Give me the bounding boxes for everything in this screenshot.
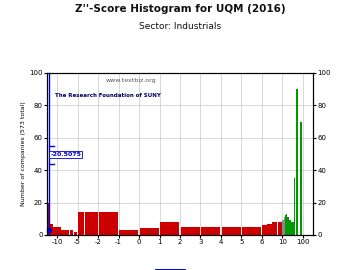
Bar bbox=[45, 202, 49, 235]
Bar bbox=[201, 227, 220, 235]
Bar bbox=[85, 212, 91, 235]
Bar bbox=[160, 222, 179, 235]
Bar bbox=[66, 230, 69, 235]
Text: Sector: Industrials: Sector: Industrials bbox=[139, 22, 221, 31]
Bar bbox=[267, 224, 272, 235]
Bar bbox=[69, 230, 73, 235]
Bar bbox=[78, 212, 84, 235]
Bar bbox=[278, 222, 282, 235]
Bar bbox=[262, 225, 267, 235]
Bar bbox=[120, 230, 138, 235]
Bar bbox=[61, 230, 65, 235]
Bar bbox=[99, 212, 118, 235]
Text: www.textbiz.org: www.textbiz.org bbox=[105, 78, 156, 83]
Bar bbox=[91, 212, 98, 235]
Text: -20.5075: -20.5075 bbox=[50, 152, 81, 157]
Text: Z''-Score Histogram for UQM (2016): Z''-Score Histogram for UQM (2016) bbox=[75, 4, 285, 14]
Bar bbox=[222, 227, 240, 235]
Bar bbox=[49, 224, 53, 235]
Bar bbox=[53, 227, 57, 235]
Bar bbox=[140, 228, 159, 235]
Y-axis label: Number of companies (573 total): Number of companies (573 total) bbox=[21, 102, 26, 206]
Bar bbox=[181, 227, 200, 235]
Text: The Research Foundation of SUNY: The Research Foundation of SUNY bbox=[55, 93, 161, 98]
Bar bbox=[242, 227, 261, 235]
Bar bbox=[73, 232, 77, 235]
Bar bbox=[57, 227, 61, 235]
Bar bbox=[273, 222, 277, 235]
